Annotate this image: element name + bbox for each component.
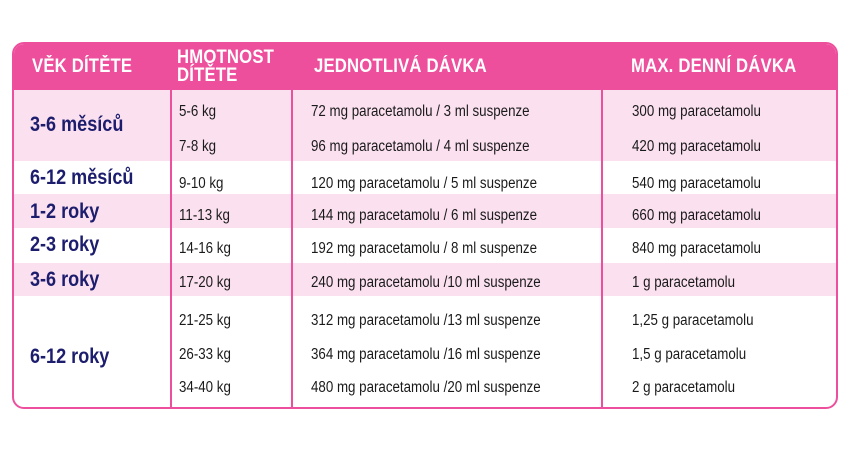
header-band [14, 44, 836, 90]
weight-cell: 14-16 kg [179, 240, 231, 257]
single-dose-cell: 312 mg paracetamolu /13 ml suspenze [311, 312, 541, 329]
max-daily-cell: 1 g paracetamolu [632, 274, 736, 291]
header-weight: HMOTNOST DÍTĚTE [177, 44, 274, 90]
column-divider [291, 44, 293, 407]
single-dose-cell: 480 mg paracetamolu /20 ml suspenze [311, 379, 541, 396]
max-daily-cell: 2 g paracetamolu [632, 379, 736, 396]
weight-cell: 9-10 kg [179, 175, 224, 192]
weight-cell: 17-20 kg [179, 274, 231, 291]
age-group-label: 2-3 roky [30, 233, 100, 256]
single-dose-cell: 364 mg paracetamolu /16 ml suspenze [311, 346, 541, 363]
age-group-label: 3-6 měsíců [30, 113, 124, 136]
row-band-3-6-roky [14, 263, 836, 296]
column-divider [601, 44, 603, 407]
row-band-3-6-mesicu [14, 90, 836, 161]
row-band-1-2-roky [14, 194, 836, 228]
dosage-table: VĚK DÍTĚTE HMOTNOST DÍTĚTE JEDNOTLIVÁ DÁ… [12, 42, 838, 409]
age-group-label: 1-2 roky [30, 200, 100, 223]
header-age: VĚK DÍTĚTE [32, 56, 133, 77]
header-weight-line1: HMOTNOST [177, 47, 275, 68]
weight-cell: 21-25 kg [179, 312, 231, 329]
header-weight-line2: DÍTĚTE [177, 65, 238, 86]
single-dose-cell: 192 mg paracetamolu / 8 ml suspenze [311, 240, 537, 257]
weight-cell: 26-33 kg [179, 346, 231, 363]
age-group-label: 3-6 roky [30, 268, 100, 291]
max-daily-cell: 840 mg paracetamolu [632, 240, 761, 257]
header-single-dose: JEDNOTLIVÁ DÁVKA [314, 56, 487, 77]
single-dose-cell: 240 mg paracetamolu /10 ml suspenze [311, 274, 541, 291]
max-daily-cell: 420 mg paracetamolu [632, 138, 761, 155]
single-dose-cell: 96 mg paracetamolu / 4 ml suspenze [311, 138, 530, 155]
weight-cell: 11-13 kg [179, 207, 230, 224]
header-max-daily: MAX. DENNÍ DÁVKA [631, 56, 797, 77]
column-divider [170, 44, 172, 407]
max-daily-cell: 660 mg paracetamolu [632, 207, 761, 224]
age-group-label: 6-12 měsíců [30, 166, 134, 189]
max-daily-cell: 1,25 g paracetamolu [632, 312, 754, 329]
single-dose-cell: 72 mg paracetamolu / 3 ml suspenze [311, 103, 530, 120]
weight-cell: 34-40 kg [179, 379, 231, 396]
max-daily-cell: 540 mg paracetamolu [632, 175, 761, 192]
max-daily-cell: 300 mg paracetamolu [632, 103, 761, 120]
age-group-label: 6-12 roky [30, 345, 110, 368]
single-dose-cell: 120 mg paracetamolu / 5 ml suspenze [311, 175, 537, 192]
weight-cell: 7-8 kg [179, 138, 217, 155]
max-daily-cell: 1,5 g paracetamolu [632, 346, 747, 363]
single-dose-cell: 144 mg paracetamolu / 6 ml suspenze [311, 207, 537, 224]
weight-cell: 5-6 kg [179, 103, 217, 120]
